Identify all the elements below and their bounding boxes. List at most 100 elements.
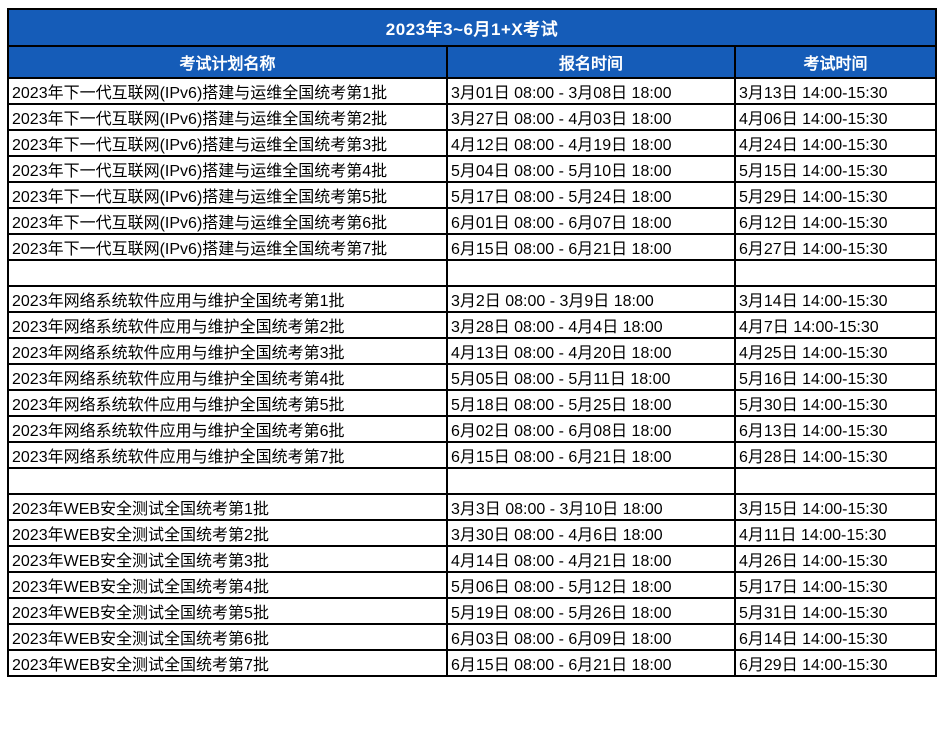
plan-cell: 2023年下一代互联网(IPv6)搭建与运维全国统考第7批 [7,233,448,261]
exam-cell: 6月28日 14:00-15:30 [734,441,937,469]
registration-cell: 5月06日 08:00 - 5月12日 18:00 [446,571,736,599]
exam-cell [734,259,937,287]
exam-cell: 3月14日 14:00-15:30 [734,285,937,313]
plan-cell: 2023年WEB安全测试全国统考第5批 [7,597,448,625]
plan-cell: 2023年网络系统软件应用与维护全国统考第3批 [7,337,448,365]
table-row: 2023年网络系统软件应用与维护全国统考第5批 5月18日 08:00 - 5月2… [7,389,937,417]
table-row: 2023年下一代互联网(IPv6)搭建与运维全国统考第5批 5月17日 08:00… [7,181,937,209]
exam-cell: 6月14日 14:00-15:30 [734,623,937,651]
exam-cell: 3月15日 14:00-15:30 [734,493,937,521]
registration-cell: 4月14日 08:00 - 4月21日 18:00 [446,545,736,573]
table-body: 2023年下一代互联网(IPv6)搭建与运维全国统考第1批 3月01日 08:00… [7,77,937,677]
plan-cell: 2023年网络系统软件应用与维护全国统考第7批 [7,441,448,469]
table-row: 2023年下一代互联网(IPv6)搭建与运维全国统考第4批 5月04日 08:00… [7,155,937,183]
table-row: 2023年WEB安全测试全国统考第4批 5月06日 08:00 - 5月12日 1… [7,571,937,599]
table-row: 2023年WEB安全测试全国统考第3批 4月14日 08:00 - 4月21日 1… [7,545,937,573]
exam-cell: 6月29日 14:00-15:30 [734,649,937,677]
registration-cell: 3月01日 08:00 - 3月08日 18:00 [446,77,736,105]
table-row: 2023年WEB安全测试全国统考第7批 6月15日 08:00 - 6月21日 1… [7,649,937,677]
title-row: 2023年3~6月1+X考试 [7,8,937,47]
exam-cell: 5月17日 14:00-15:30 [734,571,937,599]
page-title: 2023年3~6月1+X考试 [7,8,937,47]
registration-cell: 6月15日 08:00 - 6月21日 18:00 [446,649,736,677]
registration-cell: 6月03日 08:00 - 6月09日 18:00 [446,623,736,651]
plan-cell: 2023年下一代互联网(IPv6)搭建与运维全国统考第2批 [7,103,448,131]
exam-schedule-table: 2023年3~6月1+X考试 考试计划名称 报名时间 考试时间 2023年下一代… [7,8,937,677]
plan-cell: 2023年下一代互联网(IPv6)搭建与运维全国统考第1批 [7,77,448,105]
exam-cell: 4月11日 14:00-15:30 [734,519,937,547]
plan-cell: 2023年WEB安全测试全国统考第3批 [7,545,448,573]
plan-cell: 2023年下一代互联网(IPv6)搭建与运维全国统考第4批 [7,155,448,183]
table-row: 2023年网络系统软件应用与维护全国统考第4批 5月05日 08:00 - 5月1… [7,363,937,391]
plan-cell: 2023年下一代互联网(IPv6)搭建与运维全国统考第3批 [7,129,448,157]
exam-cell [734,467,937,495]
plan-cell: 2023年WEB安全测试全国统考第7批 [7,649,448,677]
column-header-registration-time: 报名时间 [446,45,736,79]
registration-cell: 6月02日 08:00 - 6月08日 18:00 [446,415,736,443]
table-row: 2023年下一代互联网(IPv6)搭建与运维全国统考第7批 6月15日 08:00… [7,233,937,261]
plan-cell: 2023年下一代互联网(IPv6)搭建与运维全国统考第6批 [7,207,448,235]
exam-cell: 5月16日 14:00-15:30 [734,363,937,391]
table-row: 2023年下一代互联网(IPv6)搭建与运维全国统考第1批 3月01日 08:00… [7,77,937,105]
table-row: 2023年WEB安全测试全国统考第2批 3月30日 08:00 - 4月6日 18… [7,519,937,547]
column-header-exam-time: 考试时间 [734,45,937,79]
table-row: 2023年网络系统软件应用与维护全国统考第2批 3月28日 08:00 - 4月4… [7,311,937,339]
table-row: 2023年WEB安全测试全国统考第1批 3月3日 08:00 - 3月10日 18… [7,493,937,521]
registration-cell: 5月05日 08:00 - 5月11日 18:00 [446,363,736,391]
registration-cell: 3月30日 08:00 - 4月6日 18:00 [446,519,736,547]
exam-cell: 4月26日 14:00-15:30 [734,545,937,573]
registration-cell: 5月04日 08:00 - 5月10日 18:00 [446,155,736,183]
plan-cell: 2023年下一代互联网(IPv6)搭建与运维全国统考第5批 [7,181,448,209]
registration-cell: 5月17日 08:00 - 5月24日 18:00 [446,181,736,209]
plan-cell: 2023年WEB安全测试全国统考第4批 [7,571,448,599]
exam-cell: 6月27日 14:00-15:30 [734,233,937,261]
exam-cell: 4月24日 14:00-15:30 [734,129,937,157]
exam-cell: 5月15日 14:00-15:30 [734,155,937,183]
registration-cell: 5月19日 08:00 - 5月26日 18:00 [446,597,736,625]
table-row: 2023年下一代互联网(IPv6)搭建与运维全国统考第3批 4月12日 08:00… [7,129,937,157]
table-row [7,467,937,495]
table-row: 2023年WEB安全测试全国统考第6批 6月03日 08:00 - 6月09日 1… [7,623,937,651]
table-row: 2023年网络系统软件应用与维护全国统考第6批 6月02日 08:00 - 6月0… [7,415,937,443]
exam-cell: 6月12日 14:00-15:30 [734,207,937,235]
plan-cell: 2023年WEB安全测试全国统考第1批 [7,493,448,521]
registration-cell: 6月01日 08:00 - 6月07日 18:00 [446,207,736,235]
registration-cell [446,467,736,495]
table-row: 2023年网络系统软件应用与维护全国统考第3批 4月13日 08:00 - 4月2… [7,337,937,365]
plan-cell [7,259,448,287]
exam-cell: 3月13日 14:00-15:30 [734,77,937,105]
plan-cell [7,467,448,495]
registration-cell: 3月3日 08:00 - 3月10日 18:00 [446,493,736,521]
exam-cell: 5月30日 14:00-15:30 [734,389,937,417]
plan-cell: 2023年WEB安全测试全国统考第6批 [7,623,448,651]
plan-cell: 2023年网络系统软件应用与维护全国统考第4批 [7,363,448,391]
exam-cell: 4月06日 14:00-15:30 [734,103,937,131]
plan-cell: 2023年网络系统软件应用与维护全国统考第1批 [7,285,448,313]
exam-cell: 4月25日 14:00-15:30 [734,337,937,365]
column-header-row: 考试计划名称 报名时间 考试时间 [7,45,937,79]
table-row: 2023年下一代互联网(IPv6)搭建与运维全国统考第6批 6月01日 08:00… [7,207,937,235]
registration-cell [446,259,736,287]
plan-cell: 2023年网络系统软件应用与维护全国统考第6批 [7,415,448,443]
exam-cell: 5月29日 14:00-15:30 [734,181,937,209]
registration-cell: 3月27日 08:00 - 4月03日 18:00 [446,103,736,131]
table-row [7,259,937,287]
registration-cell: 3月28日 08:00 - 4月4日 18:00 [446,311,736,339]
exam-cell: 6月13日 14:00-15:30 [734,415,937,443]
column-header-plan-name: 考试计划名称 [7,45,448,79]
table-row: 2023年网络系统软件应用与维护全国统考第1批 3月2日 08:00 - 3月9日… [7,285,937,313]
exam-cell: 4月7日 14:00-15:30 [734,311,937,339]
registration-cell: 5月18日 08:00 - 5月25日 18:00 [446,389,736,417]
registration-cell: 6月15日 08:00 - 6月21日 18:00 [446,233,736,261]
table-row: 2023年下一代互联网(IPv6)搭建与运维全国统考第2批 3月27日 08:00… [7,103,937,131]
registration-cell: 6月15日 08:00 - 6月21日 18:00 [446,441,736,469]
plan-cell: 2023年网络系统软件应用与维护全国统考第5批 [7,389,448,417]
registration-cell: 4月12日 08:00 - 4月19日 18:00 [446,129,736,157]
table-row: 2023年WEB安全测试全国统考第5批 5月19日 08:00 - 5月26日 1… [7,597,937,625]
registration-cell: 4月13日 08:00 - 4月20日 18:00 [446,337,736,365]
table-row: 2023年网络系统软件应用与维护全国统考第7批 6月15日 08:00 - 6月2… [7,441,937,469]
registration-cell: 3月2日 08:00 - 3月9日 18:00 [446,285,736,313]
exam-cell: 5月31日 14:00-15:30 [734,597,937,625]
plan-cell: 2023年网络系统软件应用与维护全国统考第2批 [7,311,448,339]
